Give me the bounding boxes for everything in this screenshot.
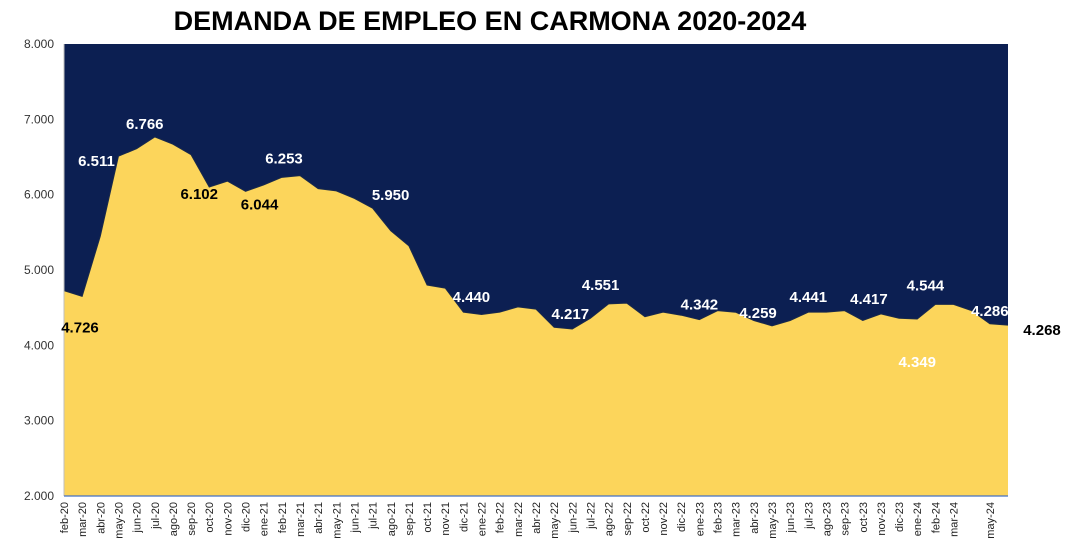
x-tick-label: ene-21 bbox=[259, 502, 271, 536]
x-tick-label: nov-22 bbox=[658, 502, 670, 536]
x-tick-label: jun-23 bbox=[785, 502, 797, 534]
x-tick-label: feb-24 bbox=[930, 502, 942, 533]
x-tick-label: oct-21 bbox=[422, 502, 434, 533]
x-tick-label: may-20 bbox=[113, 502, 125, 539]
data-label: 4.259 bbox=[739, 305, 777, 322]
x-tick-label: oct-22 bbox=[640, 502, 652, 533]
data-label: 6.766 bbox=[126, 116, 164, 133]
x-tick-label: ago-23 bbox=[821, 502, 833, 536]
data-label: 6.511 bbox=[78, 153, 115, 170]
x-tick-label: abr-23 bbox=[749, 502, 761, 534]
data-label: 4.441 bbox=[790, 289, 828, 306]
data-label: 6.253 bbox=[265, 151, 303, 168]
data-label: 4.217 bbox=[552, 306, 590, 323]
x-tick-label: sep-22 bbox=[622, 502, 634, 536]
x-tick-label: jun-20 bbox=[132, 502, 144, 534]
y-tick-label: 8.000 bbox=[24, 37, 54, 51]
data-label: 6.044 bbox=[241, 196, 279, 213]
x-tick-label: ene-23 bbox=[694, 502, 706, 536]
x-tick-label: may-23 bbox=[767, 502, 779, 539]
y-tick-label: 7.000 bbox=[24, 112, 54, 126]
x-tick-label: dic-21 bbox=[458, 502, 470, 532]
x-tick-label: jul-23 bbox=[803, 502, 815, 530]
x-tick-label: may-24 bbox=[985, 502, 997, 539]
x-tick-label: feb-21 bbox=[277, 502, 289, 533]
x-tick-label: jun-21 bbox=[349, 502, 361, 534]
data-label: 4.268 bbox=[1023, 322, 1061, 339]
x-tick-label: jul-20 bbox=[150, 502, 162, 530]
data-label: 4.417 bbox=[850, 291, 888, 308]
data-label: 4.544 bbox=[907, 277, 945, 294]
data-label: 4.342 bbox=[681, 297, 719, 314]
x-tick-label: nov-20 bbox=[222, 502, 234, 536]
x-tick-label: ago-22 bbox=[604, 502, 616, 536]
x-tick-label: nov-21 bbox=[440, 502, 452, 536]
data-label: 4.551 bbox=[582, 277, 620, 294]
x-tick-label: sep-23 bbox=[840, 502, 852, 536]
area-series bbox=[64, 136, 1008, 496]
y-tick-label: 6.000 bbox=[24, 188, 54, 202]
data-label: 6.102 bbox=[180, 186, 218, 203]
data-label: 4.286 bbox=[971, 303, 1009, 320]
x-tick-label: oct-20 bbox=[204, 502, 216, 533]
x-tick-label: ene-24 bbox=[912, 502, 924, 536]
x-tick-label: sep-21 bbox=[404, 502, 416, 536]
x-tick-label: oct-23 bbox=[858, 502, 870, 533]
y-tick-label: 5.000 bbox=[24, 263, 54, 277]
x-tick-label: feb-23 bbox=[713, 502, 725, 533]
x-tick-label: may-21 bbox=[331, 502, 343, 539]
x-tick-label: feb-20 bbox=[59, 502, 71, 533]
data-label: 4.726 bbox=[61, 320, 99, 337]
x-tick-label: ene-22 bbox=[477, 502, 489, 536]
x-tick-label: abr-22 bbox=[531, 502, 543, 534]
x-tick-label: abr-21 bbox=[313, 502, 325, 534]
x-tick-label: mar-23 bbox=[731, 502, 743, 537]
x-tick-label: abr-20 bbox=[95, 502, 107, 534]
data-label: 4.440 bbox=[453, 289, 491, 306]
x-tick-label: dic-22 bbox=[676, 502, 688, 532]
x-tick-label: mar-20 bbox=[77, 502, 89, 537]
data-label: 4.349 bbox=[898, 354, 936, 371]
x-tick-label: mar-21 bbox=[295, 502, 307, 537]
chart-title: DEMANDA DE EMPLEO EN CARMONA 2020-2024 bbox=[173, 6, 807, 36]
x-tick-label: dic-20 bbox=[241, 502, 253, 532]
x-tick-label: may-22 bbox=[549, 502, 561, 539]
x-tick-label: jul-21 bbox=[368, 502, 380, 530]
x-tick-label: mar-24 bbox=[949, 502, 961, 537]
x-tick-label: jun-22 bbox=[567, 502, 579, 534]
x-tick-label: dic-23 bbox=[894, 502, 906, 532]
y-tick-label: 2.000 bbox=[24, 489, 54, 503]
y-tick-label: 3.000 bbox=[24, 414, 54, 428]
x-tick-label: mar-22 bbox=[513, 502, 525, 537]
y-tick-label: 4.000 bbox=[24, 338, 54, 352]
x-tick-label: sep-20 bbox=[186, 502, 198, 536]
series-edge-line bbox=[63, 136, 1009, 330]
data-label: 5.950 bbox=[372, 187, 410, 204]
x-tick-label: jul-22 bbox=[585, 502, 597, 530]
x-tick-label: ago-21 bbox=[386, 502, 398, 536]
x-tick-label: ago-20 bbox=[168, 502, 180, 536]
x-tick-label: feb-22 bbox=[495, 502, 507, 533]
x-tick-label: nov-23 bbox=[876, 502, 888, 536]
